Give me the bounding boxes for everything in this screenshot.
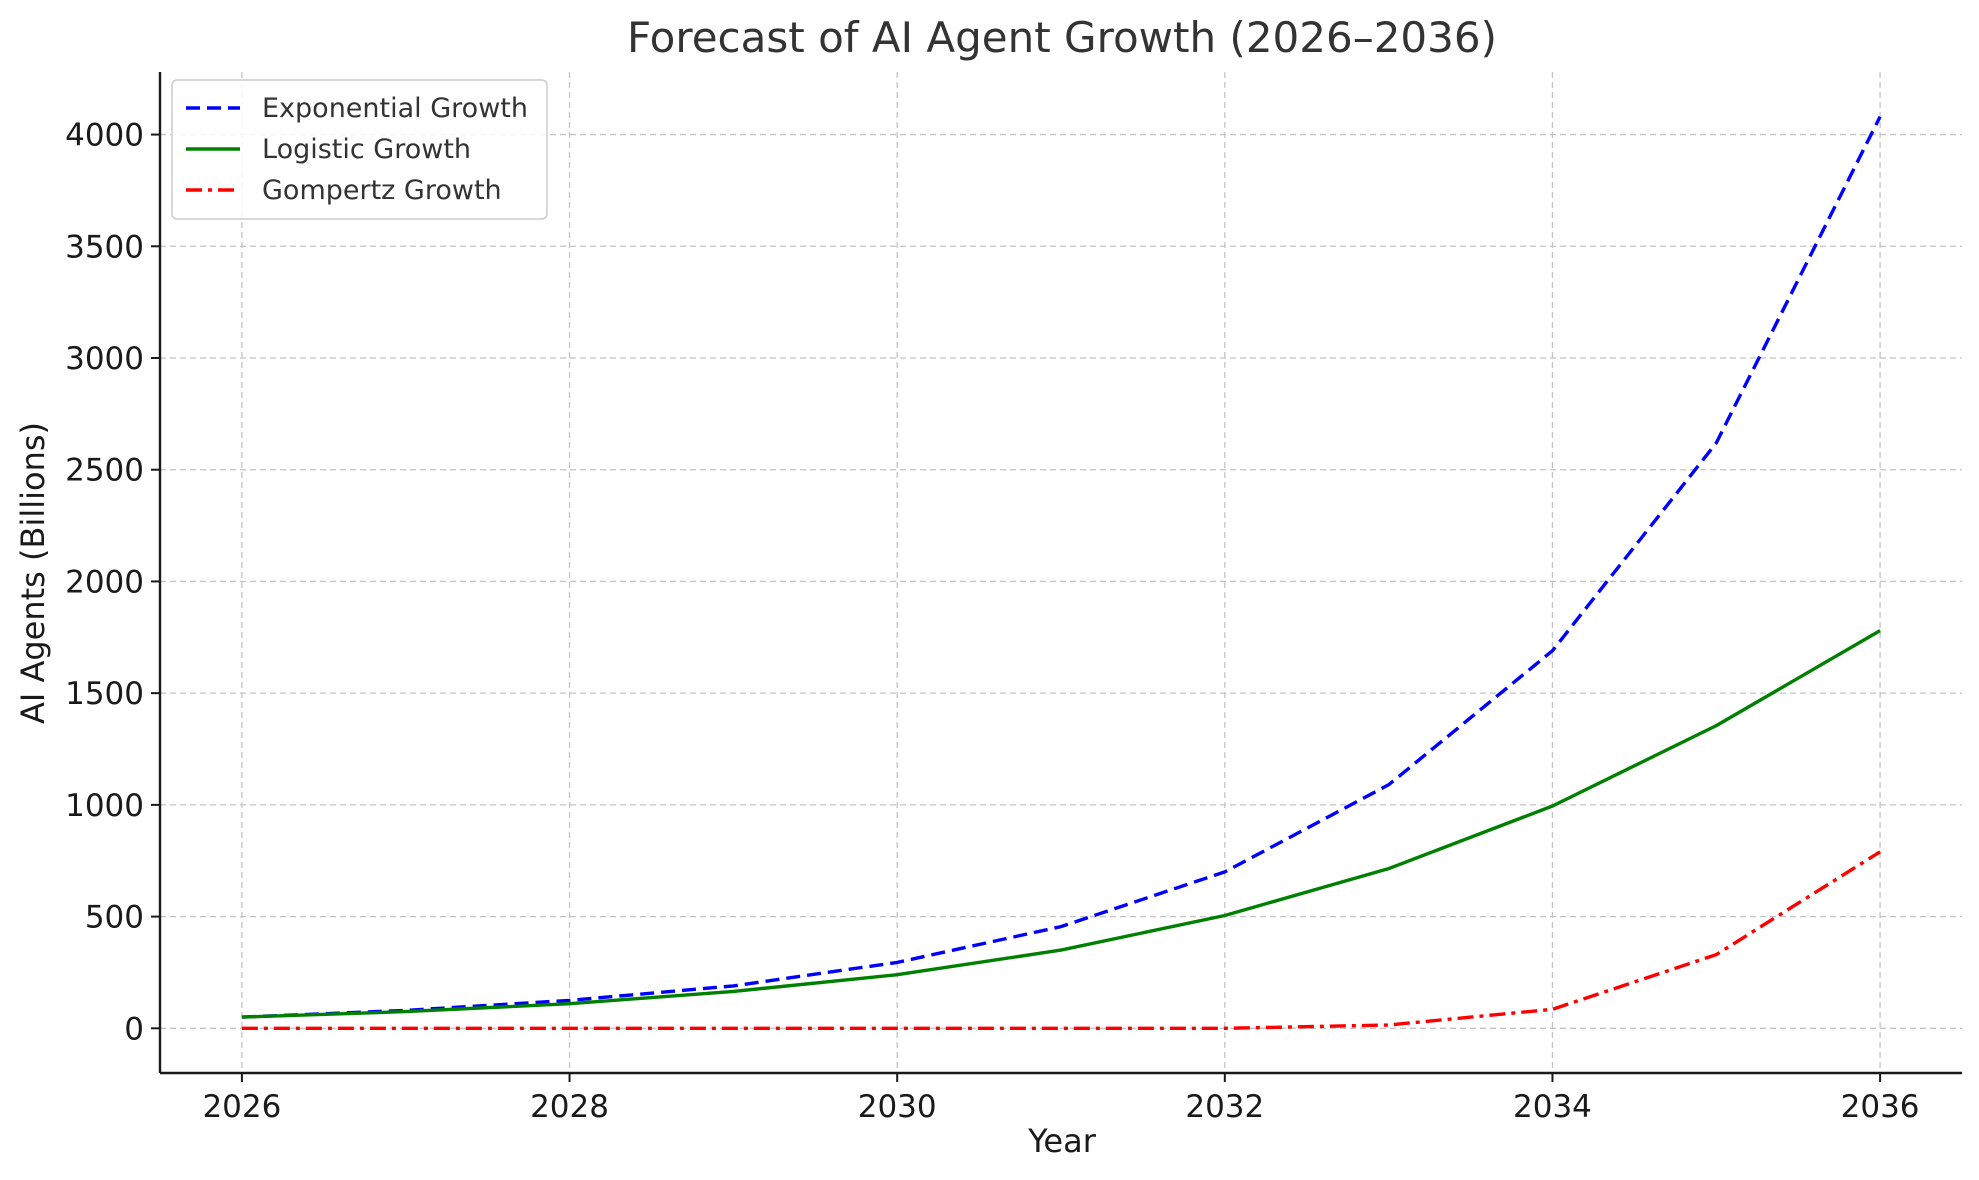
y-tick-label: 3000 — [65, 341, 144, 377]
series-group — [241, 115, 1882, 1031]
y-tick-label: 1500 — [65, 676, 144, 712]
chart-title: Forecast of AI Agent Growth (2026–2036) — [627, 13, 1497, 62]
ticks: 2026 2028 2030 2032 2034 2036 0 500 1000 1500 2000… — [65, 118, 1919, 1125]
legend-box — [171, 79, 548, 220]
legend-label-1: Logistic Growth — [262, 134, 471, 165]
series-line-2 — [241, 850, 1882, 1031]
x-tick-label: 2032 — [1185, 1089, 1264, 1125]
grid — [160, 72, 1962, 1073]
x-tick-label: 2026 — [202, 1089, 281, 1125]
axes — [158, 72, 1962, 1075]
y-tick-label: 500 — [85, 900, 144, 936]
y-axis-label: AI Agents (Billions) — [14, 422, 52, 724]
x-tick-label: 2030 — [858, 1089, 937, 1125]
series-line-0 — [241, 115, 1882, 1019]
x-axis-label: Year — [1027, 1122, 1097, 1160]
x-tick-label: 2036 — [1841, 1089, 1920, 1125]
y-tick-label: 0 — [124, 1011, 144, 1047]
series-line-1 — [241, 629, 1881, 1019]
y-tick-label: 3500 — [65, 229, 144, 265]
y-tick-label: 4000 — [65, 118, 144, 154]
legend-label-0: Exponential Growth — [262, 93, 528, 124]
legend: Exponential Growth Logistic Growth Gompert… — [171, 79, 548, 220]
y-tick-label: 2500 — [65, 453, 144, 489]
legend-label-2: Gompertz Growth — [262, 175, 502, 206]
x-tick-label: 2034 — [1513, 1089, 1592, 1125]
y-tick-label: 2000 — [65, 564, 144, 600]
x-tick-label: 2028 — [530, 1089, 609, 1125]
y-tick-label: 1000 — [65, 788, 144, 824]
